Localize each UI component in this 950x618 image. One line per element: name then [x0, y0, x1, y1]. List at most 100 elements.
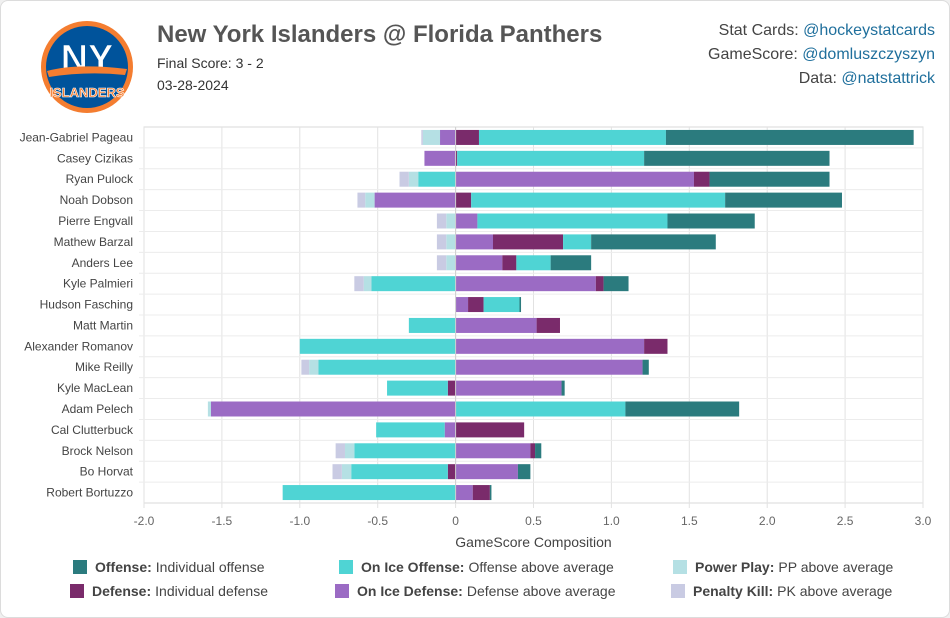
bar-segment-onice-def	[444, 422, 456, 438]
legend-item-on-ice-defense: On Ice Defense: Defense above average	[335, 583, 616, 599]
bar-segment-onice-def	[440, 129, 456, 145]
bar-segment-pk	[332, 464, 342, 480]
legend-swatch	[73, 560, 87, 574]
legend-swatch	[339, 560, 353, 574]
player-label: Mathew Barzal	[54, 235, 133, 249]
bar-segment-onice-def	[455, 380, 562, 396]
bar-segment-offense	[519, 297, 522, 313]
bar-segment-defense	[530, 443, 536, 459]
bar-segment-pk	[335, 443, 345, 459]
legend-item-offense: Offense: Individual offense	[73, 559, 265, 575]
bar-segment-onice-off	[351, 464, 448, 480]
bar-segment-onice-def	[455, 213, 478, 229]
bar-segment-onice-def	[455, 234, 493, 250]
bar-segment-pp	[408, 171, 419, 187]
player-label: Pierre Engvall	[58, 214, 133, 228]
x-tick-label: 2.0	[759, 514, 776, 528]
x-tick-label: 2.5	[837, 514, 854, 528]
bar-segment-offense	[561, 380, 565, 396]
bar-segment-onice-def	[455, 464, 518, 480]
bar-segment-pp	[365, 192, 375, 208]
player-label: Robert Bortuzzo	[46, 486, 133, 500]
bar-segment-offense	[709, 171, 830, 187]
bar-segment-offense	[591, 234, 716, 250]
bar-segment-onice-def	[455, 443, 531, 459]
logo-stripe	[47, 66, 127, 77]
x-tick-label: 0	[452, 514, 459, 528]
bar-segment-onice-off	[318, 359, 456, 375]
bar-segment-pk	[436, 234, 447, 250]
bar-segment-offense	[517, 464, 531, 480]
player-label: Ryan Pulock	[66, 172, 134, 186]
credit-handle[interactable]: @domluszczyszyn	[802, 46, 935, 63]
bar-segment-onice-off	[408, 317, 456, 333]
x-tick-label: 1.5	[681, 514, 698, 528]
bar-segment-onice-def	[424, 150, 456, 166]
bar-segment-pp	[207, 401, 211, 417]
bar-segment-onice-def	[455, 317, 537, 333]
player-label: Kyle Palmieri	[63, 277, 133, 291]
player-label: Bo Horvat	[80, 465, 134, 479]
bar-segment-pk	[436, 255, 447, 271]
bar-segment-pp	[446, 213, 456, 229]
credit-gamescore: GameScore: @domluszczyszyn	[708, 46, 935, 63]
x-tick-label: 3.0	[915, 514, 932, 528]
bar-segment-onice-off	[455, 401, 626, 417]
bar-segment-offense	[550, 255, 592, 271]
bar-segment-offense	[642, 359, 649, 375]
bar-segment-defense	[455, 129, 479, 145]
x-tick-label: -1.5	[212, 514, 233, 528]
bar-segment-onice-off	[376, 422, 445, 438]
player-label: Matt Martin	[73, 318, 133, 332]
player-label: Anders Lee	[72, 256, 134, 270]
player-label: Noah Dobson	[60, 193, 133, 207]
bar-segment-offense	[644, 150, 830, 166]
credit-handle[interactable]: @natstattrick	[841, 70, 935, 87]
bar-segment-onice-off	[563, 234, 592, 250]
player-label: Adam Pelech	[62, 402, 133, 416]
legend-swatch	[671, 584, 685, 598]
bar-segment-offense	[489, 485, 492, 501]
bar-segment-defense	[468, 297, 484, 313]
bar-segment-onice-off	[354, 443, 456, 459]
bar-segment-onice-def	[455, 297, 469, 313]
credit-handle[interactable]: @hockeystatcards	[803, 22, 935, 39]
bar-segment-onice-off	[457, 150, 645, 166]
bar-segment-onice-off	[516, 255, 551, 271]
bar-segment-offense	[725, 192, 842, 208]
x-tick-label: 1.0	[603, 514, 620, 528]
x-tick-label: 0.5	[525, 514, 542, 528]
bar-segment-defense	[492, 234, 564, 250]
bar-segment-pk	[436, 213, 447, 229]
bar-segment-offense	[603, 276, 629, 292]
bar-segment-defense	[447, 380, 456, 396]
player-label: Casey Cizikas	[57, 151, 133, 165]
player-label: Kyle MacLean	[57, 381, 133, 395]
bar-segment-pk	[421, 129, 423, 145]
x-tick-label: -2.0	[134, 514, 155, 528]
bar-segment-pk	[357, 192, 366, 208]
bar-segment-onice-off	[483, 297, 520, 313]
x-axis-label: GameScore Composition	[455, 534, 611, 550]
credit-stat-cards: Stat Cards: @hockeystatcards	[718, 22, 935, 39]
bar-segment-pk	[354, 276, 364, 292]
bar-segment-defense	[455, 192, 472, 208]
game-date: 03-28-2024	[157, 77, 229, 93]
bar-segment-onice-def	[455, 171, 694, 187]
bar-segment-onice-def	[210, 401, 456, 417]
bar-segment-defense	[502, 255, 517, 271]
legend-item-power-play: Power Play: PP above average	[673, 559, 893, 575]
bar-segment-onice-off	[371, 276, 456, 292]
bar-segment-onice-def	[455, 338, 645, 354]
bar-segment-pp	[422, 129, 441, 145]
player-label: Jean-Gabriel Pageau	[20, 130, 133, 144]
bar-segment-onice-off	[477, 213, 668, 229]
bar-segment-onice-def	[455, 255, 503, 271]
bar-segment-onice-off	[387, 380, 448, 396]
bar-segment-pp	[341, 464, 352, 480]
bar-segment-offense	[535, 443, 542, 459]
bar-segment-defense	[447, 464, 456, 480]
bar-segment-defense	[644, 338, 668, 354]
final-score: Final Score: 3 - 2	[157, 55, 264, 71]
bar-segment-offense	[665, 129, 914, 145]
